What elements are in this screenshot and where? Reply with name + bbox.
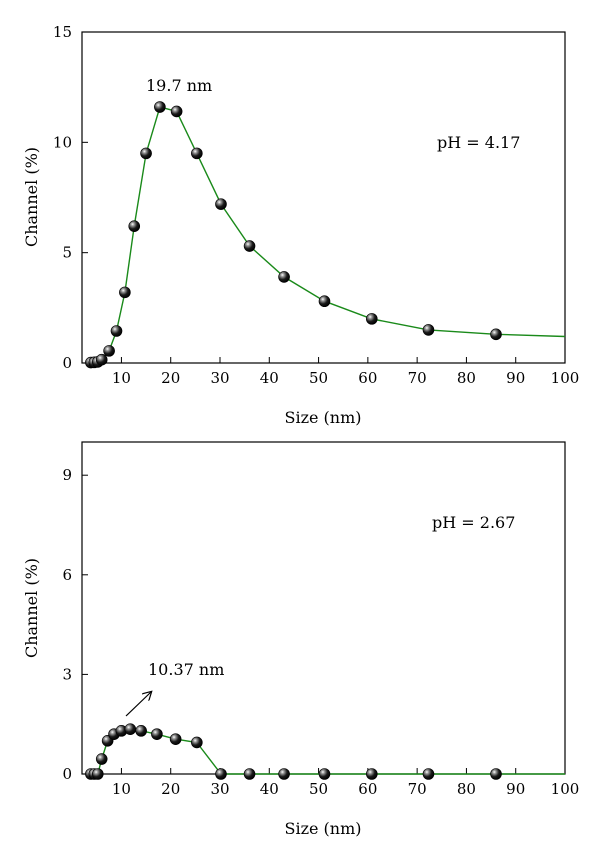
y-axis-title: Channel (%) bbox=[22, 558, 41, 658]
data-point bbox=[91, 768, 104, 780]
data-point bbox=[191, 736, 203, 749]
x-tick-label: 70 bbox=[408, 780, 427, 798]
plot-frame bbox=[81, 441, 566, 775]
data-point bbox=[140, 147, 152, 160]
data-point bbox=[278, 768, 290, 780]
y-axis-title: Channel (%) bbox=[22, 147, 41, 247]
x-tick-label: 50 bbox=[309, 369, 328, 387]
data-point bbox=[318, 768, 331, 780]
x-tick-label: 40 bbox=[260, 369, 279, 387]
x-ticks: 10 20 30 40 50 60 70 80 90 100 bbox=[112, 768, 579, 798]
y-tick-label: 0 bbox=[62, 765, 72, 783]
data-point bbox=[103, 345, 115, 357]
ph-annotation: pH = 4.17 bbox=[437, 133, 520, 152]
x-tick-label: 40 bbox=[260, 780, 279, 798]
data-point bbox=[124, 723, 137, 735]
y-tick-label: 10 bbox=[53, 133, 72, 151]
data-point bbox=[154, 101, 166, 113]
y-tick-label: 15 bbox=[53, 23, 72, 41]
y-tick-label: 9 bbox=[62, 466, 72, 484]
x-axis-title: Size (nm) bbox=[284, 819, 361, 838]
data-point bbox=[135, 725, 147, 737]
x-axis-title: Size (nm) bbox=[284, 408, 361, 427]
x-tick-label: 60 bbox=[358, 369, 377, 387]
x-tick-label: 70 bbox=[408, 369, 427, 387]
data-point bbox=[110, 325, 123, 337]
chart-bottom: 10 20 30 40 50 60 70 80 90 100 0 3 6 9 Size (nm) Cha… bbox=[22, 441, 579, 838]
x-tick-label: 90 bbox=[506, 780, 525, 798]
peak-arrow bbox=[125, 692, 151, 717]
data-point bbox=[365, 313, 378, 325]
data-point bbox=[215, 768, 227, 780]
data-point bbox=[170, 105, 183, 118]
data-point bbox=[243, 768, 256, 780]
data-point bbox=[191, 147, 203, 160]
x-tick-label: 10 bbox=[112, 369, 131, 387]
data-point bbox=[128, 220, 141, 232]
x-tick-label: 20 bbox=[161, 369, 180, 387]
x-tick-label: 10 bbox=[112, 780, 131, 798]
data-point bbox=[95, 353, 108, 366]
x-tick-label: 80 bbox=[457, 780, 476, 798]
y-ticks: 0 5 10 15 bbox=[53, 23, 88, 372]
data-point bbox=[151, 728, 163, 740]
x-tick-label: 20 bbox=[161, 780, 180, 798]
data-points bbox=[85, 723, 502, 780]
x-tick-label: 30 bbox=[210, 369, 229, 387]
x-tick-label: 60 bbox=[358, 780, 377, 798]
x-tick-label: 100 bbox=[551, 369, 580, 387]
x-ticks: 10 20 30 40 50 60 70 80 90 100 bbox=[112, 357, 579, 387]
data-points bbox=[85, 101, 502, 369]
y-ticks: 0 3 6 9 bbox=[62, 466, 88, 783]
y-tick-label: 6 bbox=[62, 566, 72, 584]
peak-annotation: 19.7 nm bbox=[146, 76, 212, 95]
data-point bbox=[490, 768, 502, 780]
y-tick-label: 3 bbox=[62, 665, 72, 683]
chart-top: 10 20 30 40 50 60 70 80 90 100 0 5 10 15 Size (nm) C… bbox=[22, 23, 579, 427]
y-tick-label: 0 bbox=[62, 354, 72, 372]
x-tick-label: 30 bbox=[210, 780, 229, 798]
x-tick-label: 100 bbox=[551, 780, 580, 798]
plot-frame bbox=[81, 31, 566, 364]
y-tick-label: 5 bbox=[62, 244, 72, 262]
x-tick-label: 50 bbox=[309, 780, 328, 798]
data-point bbox=[490, 328, 502, 341]
x-tick-label: 80 bbox=[457, 369, 476, 387]
data-point bbox=[95, 753, 108, 765]
data-point bbox=[243, 240, 256, 252]
data-point bbox=[318, 295, 331, 308]
data-point bbox=[422, 324, 435, 336]
data-point bbox=[215, 198, 227, 210]
data-point bbox=[278, 271, 290, 283]
ph-annotation: pH = 2.67 bbox=[432, 513, 515, 532]
data-point bbox=[169, 733, 182, 745]
data-point bbox=[119, 286, 131, 299]
x-tick-label: 90 bbox=[506, 369, 525, 387]
data-point bbox=[365, 768, 378, 780]
peak-annotation: 10.37 nm bbox=[148, 660, 224, 679]
data-point bbox=[422, 768, 435, 780]
